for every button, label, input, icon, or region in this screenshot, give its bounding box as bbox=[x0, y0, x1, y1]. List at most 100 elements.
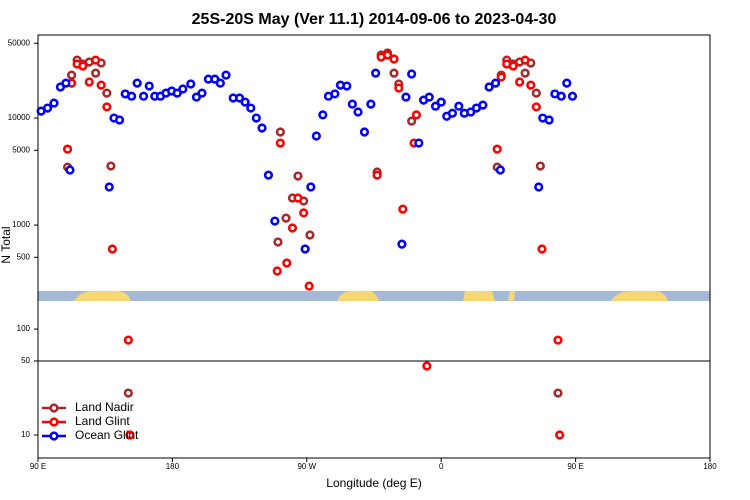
point bbox=[246, 103, 256, 113]
y-tick-label: 5000 bbox=[12, 145, 30, 154]
point bbox=[132, 78, 142, 88]
point bbox=[562, 78, 572, 88]
point bbox=[215, 78, 225, 88]
point bbox=[127, 91, 137, 101]
point bbox=[61, 78, 71, 88]
point bbox=[144, 81, 154, 91]
point bbox=[330, 89, 340, 99]
point bbox=[272, 266, 282, 276]
point bbox=[490, 78, 501, 88]
point bbox=[531, 88, 541, 98]
point bbox=[553, 388, 563, 398]
point bbox=[508, 61, 518, 71]
point bbox=[422, 361, 432, 371]
point bbox=[257, 123, 267, 133]
point bbox=[353, 107, 363, 117]
point bbox=[478, 100, 488, 110]
point bbox=[102, 88, 112, 98]
point bbox=[535, 161, 545, 171]
point bbox=[107, 244, 117, 254]
point bbox=[178, 84, 188, 94]
x-tick-label: 90 E bbox=[30, 462, 46, 471]
plot-frame bbox=[37, 34, 711, 459]
point bbox=[407, 69, 417, 79]
x-tick-label: 180 bbox=[166, 462, 180, 471]
y-tick-label: 50 bbox=[21, 356, 30, 365]
point bbox=[84, 77, 94, 87]
point bbox=[106, 161, 116, 171]
point bbox=[305, 230, 315, 240]
point bbox=[526, 80, 536, 90]
point bbox=[62, 144, 73, 154]
point bbox=[366, 99, 376, 109]
x-axis-label: Longitude (deg E) bbox=[326, 476, 421, 490]
point bbox=[275, 138, 285, 148]
point bbox=[553, 335, 563, 345]
point bbox=[484, 82, 494, 92]
legend-label: Land Glint bbox=[75, 414, 130, 428]
point bbox=[514, 77, 525, 87]
point bbox=[414, 138, 424, 148]
y-tick-label: 1000 bbox=[12, 220, 30, 229]
series bbox=[62, 50, 565, 440]
point bbox=[389, 68, 399, 78]
point bbox=[394, 83, 404, 93]
point bbox=[186, 79, 196, 89]
point bbox=[282, 258, 292, 268]
point bbox=[66, 70, 77, 80]
point bbox=[359, 127, 370, 137]
point bbox=[454, 101, 464, 111]
point bbox=[306, 182, 316, 192]
point bbox=[251, 113, 261, 123]
point bbox=[114, 115, 125, 125]
point bbox=[293, 171, 303, 181]
point bbox=[424, 92, 434, 102]
point bbox=[520, 55, 530, 65]
point bbox=[102, 102, 112, 112]
legend-marker bbox=[49, 417, 59, 427]
point bbox=[104, 182, 114, 192]
land-patch bbox=[337, 291, 379, 301]
point bbox=[492, 144, 502, 154]
point bbox=[273, 237, 283, 247]
point bbox=[293, 193, 303, 203]
y-tick-label: 100 bbox=[17, 324, 31, 333]
point bbox=[42, 103, 53, 113]
point bbox=[300, 244, 310, 254]
point bbox=[371, 68, 381, 78]
point bbox=[240, 97, 250, 107]
point bbox=[281, 213, 291, 223]
point bbox=[263, 170, 274, 180]
point bbox=[287, 223, 298, 233]
point bbox=[197, 88, 207, 98]
y-tick-label: 10 bbox=[21, 430, 30, 439]
land-patch bbox=[611, 291, 668, 301]
point bbox=[531, 102, 541, 112]
point bbox=[78, 61, 88, 71]
point bbox=[556, 91, 566, 101]
x-tick-label: 90 W bbox=[297, 462, 316, 471]
point bbox=[270, 216, 280, 226]
point bbox=[221, 70, 231, 80]
point bbox=[555, 430, 565, 440]
point bbox=[397, 239, 407, 249]
point bbox=[534, 182, 544, 192]
point bbox=[520, 68, 530, 78]
series bbox=[62, 48, 563, 398]
x-tick-label: 180 bbox=[703, 462, 717, 471]
point bbox=[436, 97, 446, 107]
point bbox=[275, 127, 285, 137]
point bbox=[96, 80, 106, 90]
y-tick-label: 50000 bbox=[8, 38, 31, 47]
point bbox=[304, 281, 314, 291]
land-patch bbox=[463, 291, 495, 301]
surface-strip bbox=[38, 291, 710, 301]
point bbox=[172, 88, 182, 98]
point bbox=[49, 98, 59, 108]
point bbox=[401, 92, 411, 102]
point bbox=[342, 81, 352, 91]
point bbox=[372, 170, 382, 180]
point bbox=[537, 244, 547, 254]
point bbox=[407, 116, 417, 126]
